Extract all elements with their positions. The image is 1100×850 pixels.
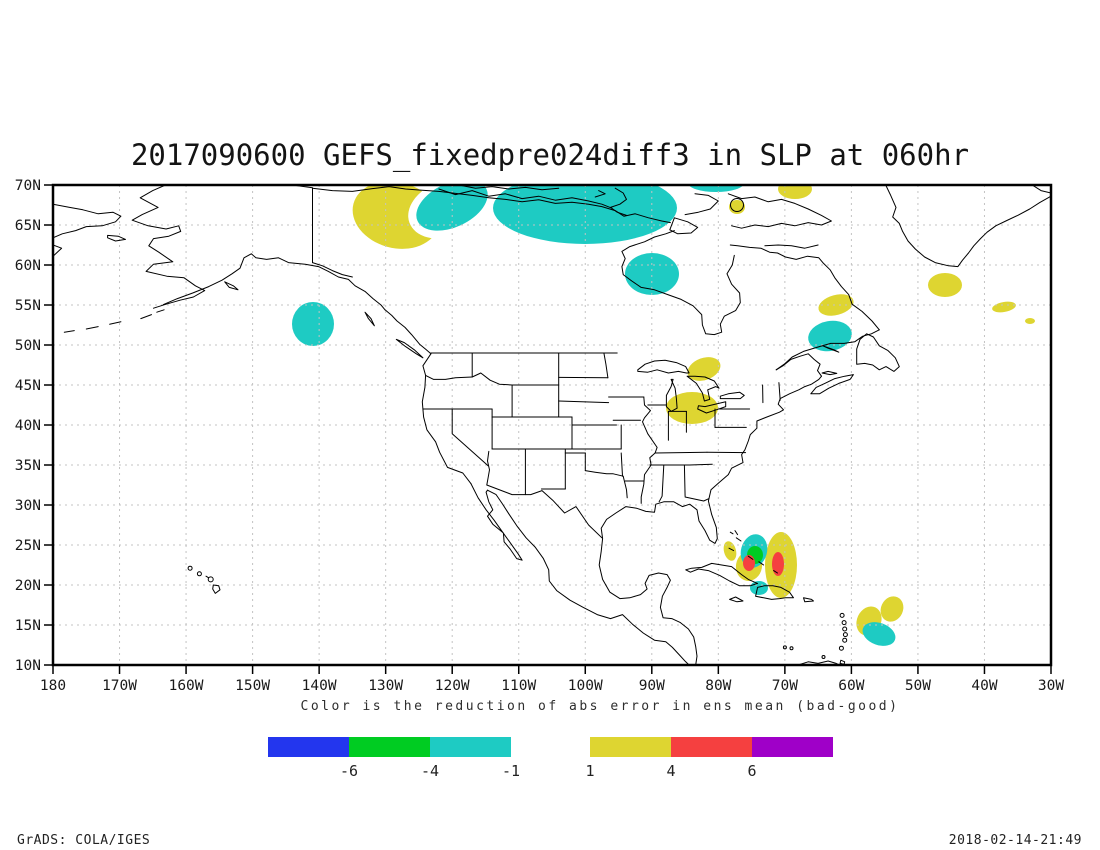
region-lake-huron-yellow (687, 357, 721, 381)
colorbar-label: -1 (501, 762, 521, 780)
region-arctic-cyan-east (688, 185, 744, 192)
lon-tick-label: 150W (235, 678, 270, 694)
region-labrador-yellow (818, 294, 854, 316)
region-lake-erie-yellow (666, 392, 718, 424)
lat-tick-label: 60N (15, 258, 41, 274)
lon-tick-label: 120W (435, 678, 470, 694)
region-atlantic-yellow-3 (1025, 318, 1035, 324)
region-baffin-yellow (778, 185, 812, 199)
lat-tick-label: 15N (15, 618, 41, 634)
colorbar-label: 4 (666, 762, 676, 780)
colorbar-segment-yellow (590, 737, 671, 757)
lat-tick-label: 45N (15, 378, 41, 394)
lat-tick-label: 65N (15, 218, 41, 234)
lon-tick-label: 60W (838, 678, 864, 694)
region-atlantic-yellow-1 (928, 273, 962, 297)
coastlines (53, 185, 1051, 665)
lat-tick-label: 20N (15, 578, 41, 594)
region-hudson-west-cyan (625, 253, 679, 295)
region-caribbean-red-east (772, 552, 784, 576)
shaded-regions (292, 185, 1035, 646)
colorbar-segment-red (671, 737, 752, 757)
lon-tick-label: 100W (568, 678, 603, 694)
colorbar-segment-cyan (430, 737, 511, 757)
lat-tick-label: 25N (15, 538, 41, 554)
lon-tick-label: 30W (1038, 678, 1064, 694)
colorbar-label: 6 (747, 762, 757, 780)
region-tropical-atl-cyan (862, 622, 896, 646)
lon-tick-label: 170W (102, 678, 137, 694)
lat-tick-label: 40N (15, 418, 41, 434)
lon-tick-label: 110W (501, 678, 536, 694)
lat-tick-label: 70N (15, 178, 41, 194)
lon-tick-label: 70W (772, 678, 798, 694)
region-pacific-nw-cyan (292, 302, 334, 346)
lon-tick-label: 160W (169, 678, 204, 694)
plot-title: 2017090600 GEFS_fixedpre024diff3 in SLP … (130, 138, 970, 172)
colorbar-segment-green (349, 737, 430, 757)
region-atlantic-yellow-2 (992, 301, 1016, 313)
colorbar-segment-blue (268, 737, 349, 757)
lat-tick-label: 35N (15, 458, 41, 474)
axis-ticks (44, 184, 1052, 674)
colorbar-caption: Color is the reduction of abs error in e… (300, 699, 900, 714)
lon-tick-label: 140W (302, 678, 337, 694)
lon-tick-label: 80W (705, 678, 731, 694)
axis-labels: 70N 65N 60N 55N 50N 45N 40N 35N 30N 25N 20N 15N 10N 1… (15, 178, 1065, 694)
region-caribbean-cyan-small (750, 581, 768, 595)
lon-tick-label: 130W (368, 678, 403, 694)
grads-credit: GrADS: COLA/IGES (17, 833, 151, 848)
lat-tick-label: 55N (15, 298, 41, 314)
colorbar-segment-purple (752, 737, 833, 757)
graticule (53, 185, 1051, 665)
timestamp: 2018-02-14-21:49 (948, 833, 1082, 848)
lat-tick-label: 30N (15, 498, 41, 514)
colorbar-label: -6 (339, 762, 359, 780)
lon-tick-label: 50W (905, 678, 931, 694)
colorbar-label: -4 (420, 762, 440, 780)
colorbar-label: 1 (585, 762, 595, 780)
lon-tick-label: 90W (639, 678, 665, 694)
region-caribbean-red-west (743, 555, 755, 571)
lat-tick-label: 10N (15, 658, 41, 674)
lon-tick-label: 180 (40, 678, 66, 694)
region-tropical-atl-yellow-2 (880, 596, 904, 622)
lat-tick-label: 50N (15, 338, 41, 354)
region-bahamas-yellow-small (723, 541, 737, 561)
lon-tick-label: 40W (971, 678, 997, 694)
